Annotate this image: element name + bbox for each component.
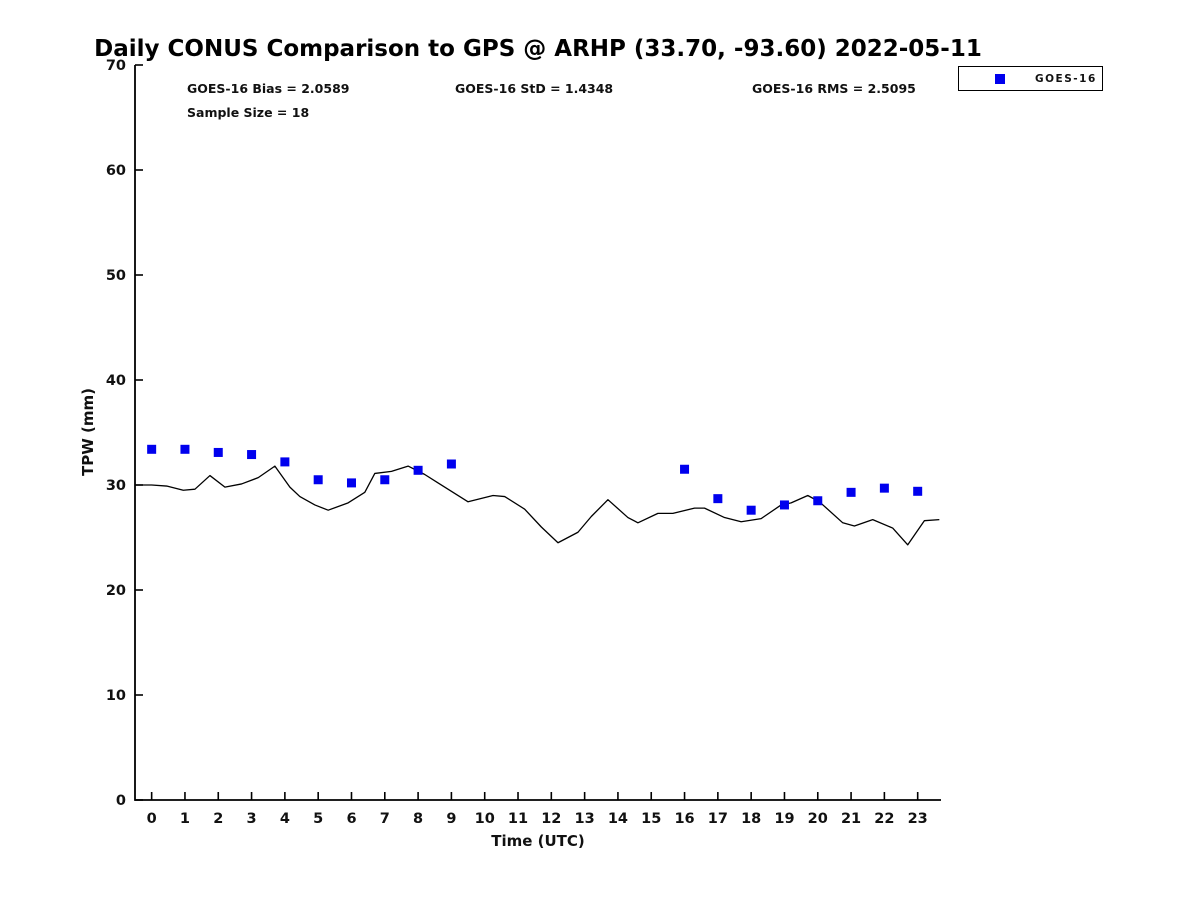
y-tick-label: 40 — [106, 373, 126, 389]
x-tick-label: 18 — [741, 811, 761, 827]
goes16-marker — [813, 496, 823, 506]
goes16-marker — [313, 475, 323, 485]
x-tick-label: 5 — [313, 811, 323, 827]
goes16-marker — [779, 500, 789, 510]
legend: GOES-16 — [958, 66, 1103, 91]
stat-rms: GOES-16 RMS = 2.5095 — [752, 81, 916, 96]
goes16-marker — [147, 444, 157, 454]
y-tick-label: 60 — [106, 163, 126, 179]
stat-bias: GOES-16 Bias = 2.0589 — [187, 81, 350, 96]
x-tick-label: 1 — [180, 811, 190, 827]
x-tick-label: 2 — [213, 811, 223, 827]
y-tick-label: 0 — [116, 793, 126, 809]
gps-line — [135, 465, 940, 546]
x-tick-label: 0 — [147, 811, 157, 827]
y-tick-label: 70 — [106, 58, 126, 74]
x-tick-label: 4 — [280, 811, 290, 827]
x-axis-ticks: 0 1 2 3 4 5 6 7 8 9 10 11 12 13 14 15 16 17 18 19 20 21 22 23 — [147, 792, 928, 827]
goes16-marker — [713, 494, 723, 504]
goes16-marker — [380, 475, 390, 485]
goes16-marker — [879, 483, 889, 493]
goes16-marker — [413, 465, 423, 475]
goes16-marker — [913, 486, 923, 496]
x-tick-label: 7 — [380, 811, 390, 827]
x-tick-label: 3 — [247, 811, 257, 827]
x-tick-label: 20 — [808, 811, 828, 827]
chart-title: Daily CONUS Comparison to GPS @ ARHP (33… — [94, 36, 982, 62]
y-axis-ticks: 0 10 20 30 40 50 60 70 — [106, 58, 143, 809]
x-tick-label: 13 — [575, 811, 595, 827]
y-tick-label: 20 — [106, 583, 126, 599]
x-tick-label: 15 — [641, 811, 661, 827]
goes16-markers — [147, 444, 923, 515]
x-tick-label: 19 — [774, 811, 794, 827]
stat-sample-size: Sample Size = 18 — [187, 105, 310, 120]
legend-label: GOES-16 — [1035, 72, 1097, 85]
x-tick-label: 10 — [475, 811, 495, 827]
goes16-marker — [180, 444, 190, 454]
x-tick-label: 21 — [841, 811, 861, 827]
x-tick-label: 16 — [674, 811, 694, 827]
goes16-marker — [213, 447, 223, 457]
axis-frame — [134, 65, 941, 801]
goes16-marker — [247, 450, 257, 460]
x-tick-label: 9 — [446, 811, 456, 827]
goes16-marker — [680, 464, 690, 474]
x-tick-label: 22 — [874, 811, 894, 827]
x-tick-label: 23 — [908, 811, 928, 827]
goes16-marker — [746, 505, 756, 515]
y-tick-label: 10 — [106, 688, 126, 704]
goes16-marker — [846, 487, 856, 497]
goes16-marker — [446, 459, 456, 469]
x-tick-label: 12 — [541, 811, 561, 827]
goes16-marker — [280, 457, 290, 467]
x-tick-label: 8 — [413, 811, 423, 827]
goes16-marker — [346, 478, 356, 488]
goes16-marker-swatch-icon — [995, 73, 1005, 84]
x-tick-label: 6 — [346, 811, 356, 827]
stat-std: GOES-16 StD = 1.4348 — [455, 81, 614, 96]
x-tick-label: 17 — [708, 811, 728, 827]
x-axis-label: Time (UTC) — [491, 832, 585, 850]
x-tick-label: 14 — [608, 811, 628, 827]
y-tick-label: 50 — [106, 268, 126, 284]
y-tick-label: 30 — [106, 478, 126, 494]
x-tick-label: 11 — [508, 811, 528, 827]
